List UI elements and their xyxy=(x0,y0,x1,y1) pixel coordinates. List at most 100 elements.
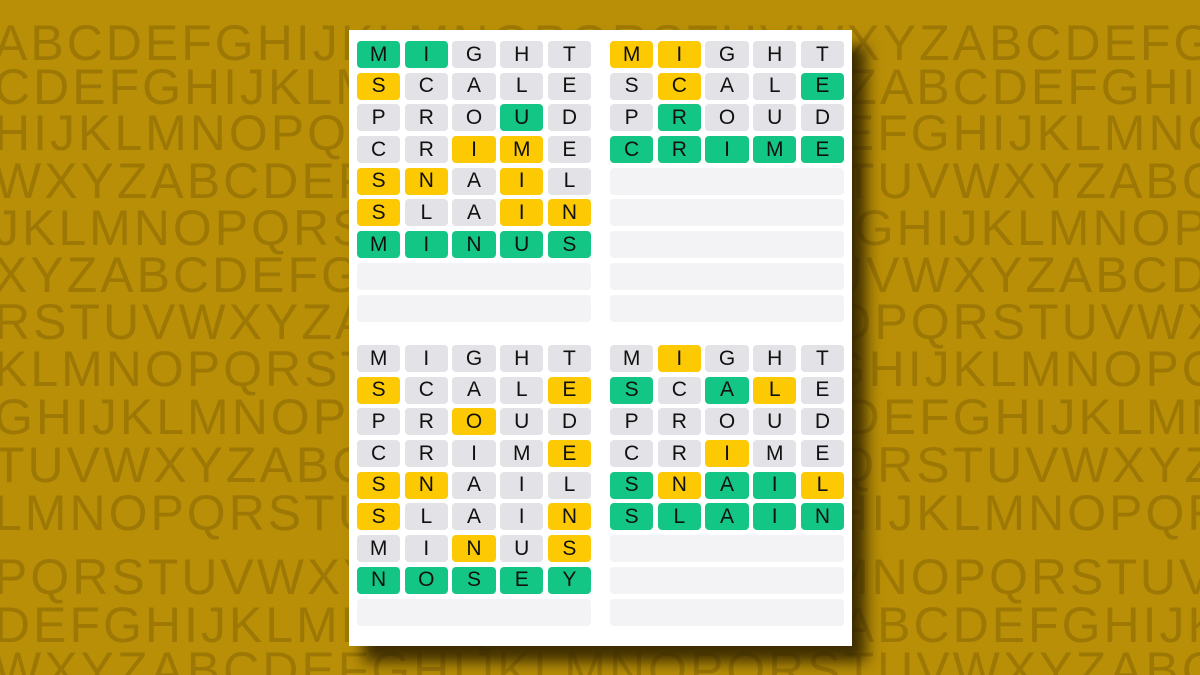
letter-tile-absent: H xyxy=(753,345,797,372)
letter-tile-absent: E xyxy=(547,136,592,164)
letter-tile-correct: E xyxy=(800,136,845,164)
letter-tile-correct: L xyxy=(657,503,701,531)
letter-tile-present: I xyxy=(500,199,544,227)
letter-tile-absent: L xyxy=(500,376,544,404)
letter-tile-present: N xyxy=(404,471,448,499)
letter-tile-absent: I xyxy=(500,503,544,531)
letter-tile-absent: R xyxy=(657,440,701,468)
letter-tile-absent: P xyxy=(357,408,401,436)
letter-tile-absent: E xyxy=(800,376,845,404)
letter-tile-correct: U xyxy=(500,231,544,259)
letter-tile-correct: N xyxy=(800,503,845,531)
letter-tile-absent: E xyxy=(800,440,845,468)
letter-tile-absent: U xyxy=(500,535,544,563)
letter-tile-present: C xyxy=(657,72,701,100)
letter-tile-absent: M xyxy=(610,345,654,372)
letter-tile-absent: L xyxy=(547,471,592,499)
letter-tile-absent: I xyxy=(452,440,496,468)
letter-tile-present: N xyxy=(547,503,592,531)
empty-guess-row xyxy=(610,294,844,322)
letter-tile-correct: S xyxy=(547,231,592,259)
letter-tile-present: S xyxy=(357,167,401,195)
letter-tile-correct: M xyxy=(753,136,797,164)
letter-tile-absent: H xyxy=(500,41,544,68)
letter-tile-correct: N xyxy=(452,231,496,259)
letter-tile-present: E xyxy=(547,440,592,468)
empty-guess-row xyxy=(610,167,844,195)
letter-tile-absent: S xyxy=(610,72,654,100)
letter-tile-correct: S xyxy=(610,503,654,531)
letter-tile-correct: C xyxy=(610,136,654,164)
letter-tile-absent: L xyxy=(547,167,592,195)
letter-tile-present: S xyxy=(547,535,592,563)
letter-tile-absent: C xyxy=(357,136,401,164)
empty-guess-row xyxy=(357,262,591,290)
letter-tile-absent: R xyxy=(404,440,448,468)
letter-tile-absent: P xyxy=(610,408,654,436)
letter-tile-absent: T xyxy=(547,41,592,68)
letter-tile-absent: L xyxy=(500,72,544,100)
letter-tile-present: N xyxy=(404,167,448,195)
letter-tile-correct: A xyxy=(705,471,749,499)
letter-tile-absent: T xyxy=(800,345,845,372)
letter-tile-absent: M xyxy=(753,440,797,468)
letter-tile-present: E xyxy=(547,376,592,404)
letter-tile-correct: E xyxy=(800,72,845,100)
letter-tile-absent: C xyxy=(404,376,448,404)
letter-tile-absent: U xyxy=(753,104,797,132)
letter-tile-correct: I xyxy=(705,136,749,164)
letter-tile-absent: D xyxy=(547,408,592,436)
letter-tile-correct: M xyxy=(357,41,401,68)
letter-tile-absent: D xyxy=(800,104,845,132)
letter-tile-present: N xyxy=(452,535,496,563)
letter-tile-correct: M xyxy=(357,231,401,259)
letter-tile-present: I xyxy=(657,345,701,372)
background-letter-row: WXYZABCDEFGHIJKLMNOPQRSTUVWXYZABCD xyxy=(0,642,1200,675)
letter-tile-correct: I xyxy=(404,41,448,68)
letter-tile-absent: A xyxy=(452,376,496,404)
letter-tile-present: S xyxy=(357,199,401,227)
empty-guess-row xyxy=(610,566,844,594)
letter-tile-absent: U xyxy=(500,408,544,436)
letter-tile-absent: A xyxy=(452,199,496,227)
letter-tile-absent: T xyxy=(547,345,592,372)
letter-tile-absent: A xyxy=(452,167,496,195)
empty-guess-row xyxy=(610,231,844,259)
letter-tile-absent: T xyxy=(800,41,845,68)
letter-tile-absent: D xyxy=(547,104,592,132)
empty-guess-row xyxy=(610,262,844,290)
letter-tile-absent: O xyxy=(705,104,749,132)
letter-tile-absent: A xyxy=(452,72,496,100)
letter-tile-absent: H xyxy=(500,345,544,372)
letter-tile-absent: E xyxy=(547,72,592,100)
letter-tile-absent: I xyxy=(500,471,544,499)
letter-tile-present: L xyxy=(800,471,845,499)
empty-guess-row xyxy=(610,535,844,563)
letter-tile-present: S xyxy=(357,471,401,499)
letter-tile-absent: A xyxy=(452,503,496,531)
letter-tile-absent: G xyxy=(705,41,749,68)
letter-tile-present: S xyxy=(357,72,401,100)
empty-guess-row xyxy=(357,294,591,322)
